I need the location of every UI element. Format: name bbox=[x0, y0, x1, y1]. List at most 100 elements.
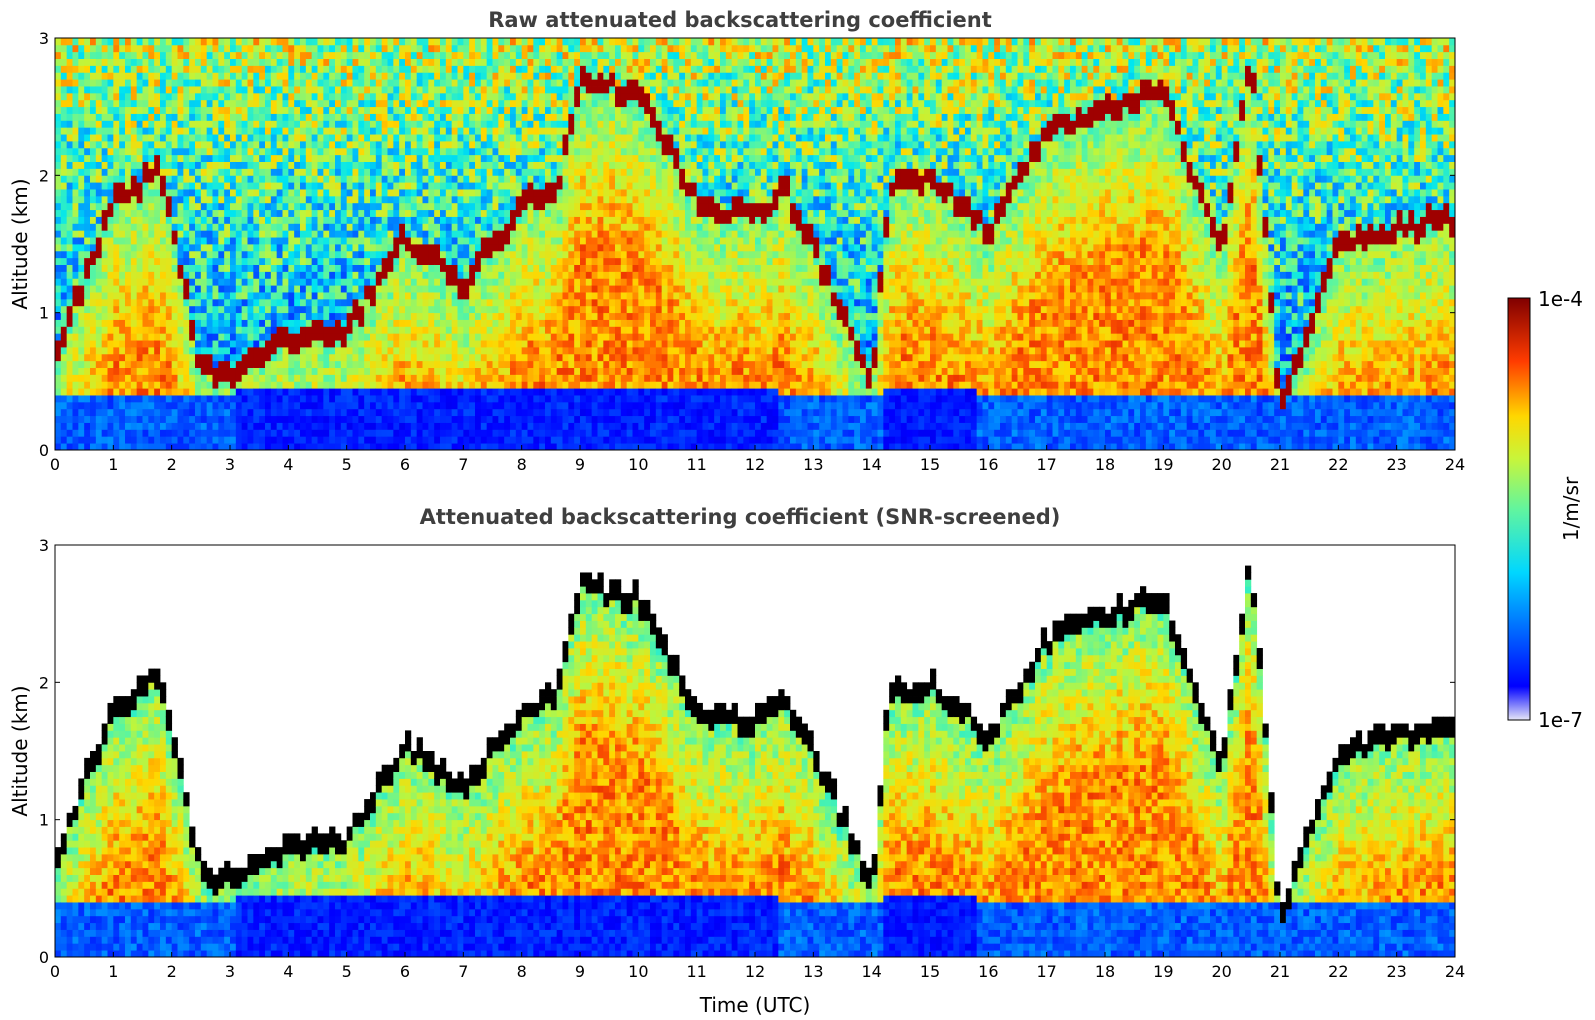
heatmap-cell bbox=[352, 99, 359, 108]
heatmap-cell bbox=[527, 92, 534, 101]
heatmap-cell bbox=[160, 209, 167, 217]
heatmap-cell bbox=[445, 134, 453, 142]
heatmap-cell bbox=[510, 264, 517, 272]
heatmap-cell bbox=[136, 285, 143, 293]
heatmap-cell bbox=[463, 367, 470, 375]
heatmap-cell bbox=[72, 216, 79, 224]
heatmap-cell bbox=[95, 134, 103, 142]
heatmap-cell bbox=[428, 147, 435, 156]
heatmap-cell bbox=[95, 278, 103, 286]
heatmap-cell bbox=[440, 141, 447, 149]
heatmap-cell bbox=[247, 175, 254, 183]
heatmap-cell bbox=[381, 319, 388, 327]
heatmap-cell bbox=[335, 92, 342, 101]
heatmap-cell bbox=[72, 422, 79, 430]
heatmap-cell bbox=[241, 106, 248, 114]
heatmap-cell bbox=[294, 353, 301, 362]
heatmap-cell bbox=[317, 395, 324, 403]
heatmap-cell bbox=[486, 415, 493, 423]
heatmap-cell bbox=[78, 38, 85, 46]
heatmap-cell bbox=[90, 79, 97, 87]
heatmap-cell bbox=[317, 120, 324, 128]
heatmap-cell bbox=[282, 106, 289, 114]
heatmap-cell bbox=[375, 429, 383, 437]
heatmap-cell bbox=[527, 79, 534, 87]
heatmap-cell bbox=[486, 312, 493, 320]
heatmap-cell bbox=[434, 353, 441, 362]
heatmap-cell bbox=[113, 326, 120, 334]
heatmap-cell bbox=[288, 443, 295, 451]
heatmap-cell bbox=[148, 154, 155, 162]
heatmap-cell bbox=[294, 250, 301, 259]
heatmap-cell bbox=[358, 347, 365, 355]
heatmap-cell bbox=[364, 216, 371, 224]
heatmap-cell bbox=[90, 175, 97, 183]
heatmap-cell bbox=[533, 182, 540, 190]
heatmap-cell bbox=[259, 395, 266, 403]
heatmap-cell bbox=[200, 257, 208, 265]
heatmap-cell bbox=[235, 395, 243, 403]
heatmap-cell bbox=[107, 237, 114, 245]
heatmap-cell bbox=[253, 298, 260, 307]
heatmap-cell bbox=[533, 168, 540, 176]
heatmap-cell bbox=[206, 182, 213, 190]
heatmap-cell bbox=[125, 443, 132, 451]
heatmap-cell bbox=[399, 401, 406, 410]
heatmap-cell bbox=[101, 353, 108, 362]
heatmap-cell bbox=[405, 333, 412, 341]
heatmap-cell bbox=[218, 374, 225, 382]
heatmap-cell bbox=[171, 120, 178, 128]
heatmap-cell bbox=[463, 244, 470, 252]
heatmap-cell bbox=[364, 415, 371, 423]
heatmap-cell bbox=[434, 305, 441, 314]
heatmap-cell bbox=[253, 388, 260, 396]
heatmap-cell bbox=[66, 326, 73, 334]
heatmap-cell bbox=[247, 326, 254, 334]
heatmap-cell bbox=[177, 264, 184, 272]
heatmap-cell bbox=[364, 175, 371, 183]
heatmap-cell bbox=[364, 44, 371, 53]
heatmap-cell bbox=[90, 257, 97, 265]
heatmap-cell bbox=[218, 195, 225, 204]
heatmap-cell bbox=[218, 292, 225, 300]
heatmap-cell bbox=[55, 127, 62, 135]
heatmap-cell bbox=[317, 381, 324, 389]
heatmap-cell bbox=[410, 298, 418, 307]
heatmap-cell bbox=[422, 443, 429, 451]
heatmap-cell bbox=[189, 44, 196, 53]
heatmap-cell bbox=[515, 209, 523, 217]
heatmap-cell bbox=[113, 285, 120, 293]
heatmap-cell bbox=[305, 408, 313, 417]
heatmap-cell bbox=[195, 264, 202, 272]
heatmap-cell bbox=[416, 415, 423, 423]
heatmap-cell bbox=[527, 264, 534, 272]
heatmap-cell bbox=[270, 72, 278, 80]
heatmap-cell bbox=[195, 230, 202, 238]
heatmap-cell bbox=[160, 44, 167, 53]
heatmap-cell bbox=[265, 381, 272, 389]
heatmap-cell bbox=[101, 44, 108, 53]
heatmap-cell bbox=[387, 353, 394, 362]
heatmap-cell bbox=[241, 408, 248, 417]
heatmap-cell bbox=[259, 237, 266, 245]
heatmap-cell bbox=[195, 161, 202, 169]
heatmap-cell bbox=[107, 79, 114, 87]
heatmap-cell bbox=[270, 38, 278, 46]
heatmap-cell bbox=[498, 58, 505, 66]
heatmap-cell bbox=[230, 141, 237, 149]
heatmap-cell bbox=[230, 134, 237, 142]
heatmap-cell bbox=[340, 408, 348, 417]
heatmap-cell bbox=[90, 230, 97, 238]
heatmap-cell bbox=[66, 113, 73, 121]
heatmap-cell bbox=[515, 401, 523, 410]
heatmap-cell bbox=[527, 340, 534, 348]
heatmap-cell bbox=[130, 161, 138, 169]
heatmap-cell bbox=[375, 92, 383, 101]
heatmap-cell bbox=[375, 388, 383, 396]
heatmap-cell bbox=[119, 230, 126, 238]
heatmap-cell bbox=[195, 182, 202, 190]
heatmap-cell bbox=[375, 161, 383, 169]
heatmap-cell bbox=[276, 333, 283, 341]
heatmap-cell bbox=[492, 360, 499, 368]
heatmap-cell bbox=[375, 134, 383, 142]
